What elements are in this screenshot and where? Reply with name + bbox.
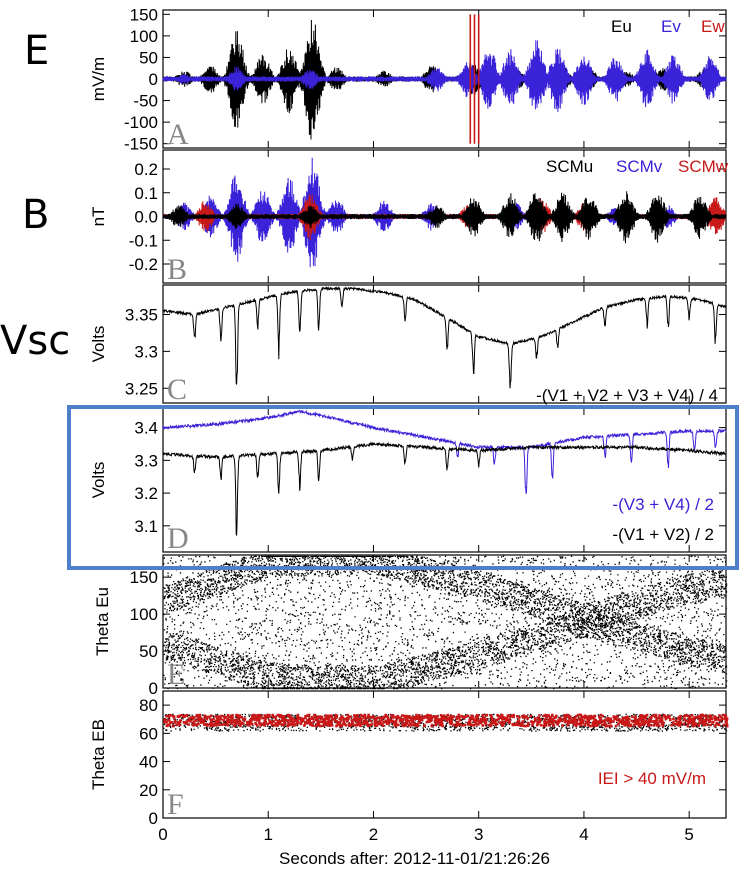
legend-scmu: SCMu xyxy=(546,157,593,176)
side-label-e: E xyxy=(24,28,50,74)
y-tick-label: 150 xyxy=(130,568,158,587)
y-tick-label: 0 xyxy=(149,70,158,89)
y-axis-label: Theta EB xyxy=(89,719,108,790)
side-label-b: B xyxy=(22,192,50,238)
x-tick-label: 0 xyxy=(158,825,167,844)
y-axis-label: mV/m xyxy=(89,57,108,101)
panel-letter: D xyxy=(167,522,189,555)
series-line xyxy=(162,441,727,536)
series-ev xyxy=(162,40,727,112)
panel-letter: F xyxy=(167,788,184,821)
annotation-v1v2: -(V1 + V2) / 2 xyxy=(612,525,714,544)
series-line xyxy=(162,409,727,494)
y-tick-label: 3.1 xyxy=(134,517,158,536)
highlight-box-panel-d xyxy=(67,405,739,570)
y-tick-label: 100 xyxy=(130,605,158,624)
y-tick-label: 3.3 xyxy=(134,451,158,470)
annotation: IEI > 40 mV/m xyxy=(598,769,706,788)
y-tick-label: 50 xyxy=(139,642,158,661)
scatter-theta-eb-strong xyxy=(163,713,729,728)
y-tick-label: 0.1 xyxy=(134,184,158,203)
annotation-v3v4: -(V3 + V4) / 2 xyxy=(612,495,714,514)
y-tick-label: 3.4 xyxy=(134,419,158,438)
x-tick-label: 2 xyxy=(369,825,378,844)
y-tick-label: 40 xyxy=(139,753,158,772)
y-tick-label: 100 xyxy=(130,27,158,46)
panel-a: -150 -100 -50 0 50 100 150 mV/m A Eu Ev Ew xyxy=(89,5,727,154)
panel-letter: B xyxy=(167,253,187,286)
y-tick-label: 0.0 xyxy=(134,208,158,227)
y-tick-label: 50 xyxy=(139,48,158,67)
scatter-theta-eu xyxy=(163,555,728,690)
legend-scmv: SCMv xyxy=(616,157,663,176)
y-tick-label: 3.35 xyxy=(125,306,158,325)
series-scmu xyxy=(162,191,727,244)
legend-scmw: SCMw xyxy=(678,157,729,176)
panel-e: 0 50 100 150 Theta Eu E xyxy=(93,554,728,698)
y-axis-label: Volts xyxy=(89,326,108,363)
y-axis-label: Volts xyxy=(89,462,108,499)
panel-f: 0 20 40 60 80 Theta EB F IEI > 40 mV/m xyxy=(89,690,729,828)
y-axis-label: nT xyxy=(89,207,108,227)
panel-letter: C xyxy=(167,373,187,406)
y-tick-label: 0 xyxy=(149,679,158,698)
y-tick-label: -100 xyxy=(124,113,158,132)
panel-frame xyxy=(162,554,727,689)
legend-ev: Ev xyxy=(661,17,681,36)
x-tick-label: 4 xyxy=(579,825,588,844)
panel-letter: E xyxy=(167,658,185,691)
y-tick-label: -50 xyxy=(133,92,158,111)
y-axis-label: Theta Eu xyxy=(93,587,112,656)
y-tick-label: 3.2 xyxy=(134,484,158,503)
panel-frame xyxy=(162,284,727,404)
y-tick-label: 150 xyxy=(130,5,158,24)
series-line xyxy=(162,285,727,389)
x-tick-label: 1 xyxy=(263,825,272,844)
legend-eu: Eu xyxy=(611,17,632,36)
legend-ew: Ew xyxy=(701,17,725,36)
x-axis-label: Seconds after: 2012-11-01/21:26:26 xyxy=(279,849,550,868)
y-tick-label: 3.25 xyxy=(125,379,158,398)
panel-frame xyxy=(162,690,727,819)
y-tick-label: -0.1 xyxy=(129,231,158,250)
x-tick-label: 5 xyxy=(684,825,693,844)
panel-d: 3.1 3.2 3.3 3.4 Volts D -(V3 + V4) / 2 -(V1 + V… xyxy=(89,407,727,555)
x-tick-label: 3 xyxy=(474,825,483,844)
panel-letter: A xyxy=(167,118,189,151)
annotation: -(V1 + V2 + V3 + V4) / 4 xyxy=(536,386,718,405)
panel-c: 3.25 3.3 3.35 Volts C -(V1 + V2 + V3 + V4) / … xyxy=(89,284,727,406)
panel-b: -0.2 -0.1 0.0 0.1 0.2 nT B SCMu SCMv SCMw xyxy=(89,149,729,286)
y-tick-label: 3.3 xyxy=(134,342,158,361)
y-tick-label: 80 xyxy=(139,696,158,715)
y-tick-label: -0.2 xyxy=(129,255,158,274)
y-tick-label: 20 xyxy=(139,781,158,800)
y-tick-label: 0 xyxy=(149,809,158,828)
y-tick-label: -150 xyxy=(124,135,158,154)
y-tick-label: 0.2 xyxy=(134,160,158,179)
side-label-vsc: Vsc xyxy=(0,318,71,364)
y-tick-label: 60 xyxy=(139,724,158,743)
